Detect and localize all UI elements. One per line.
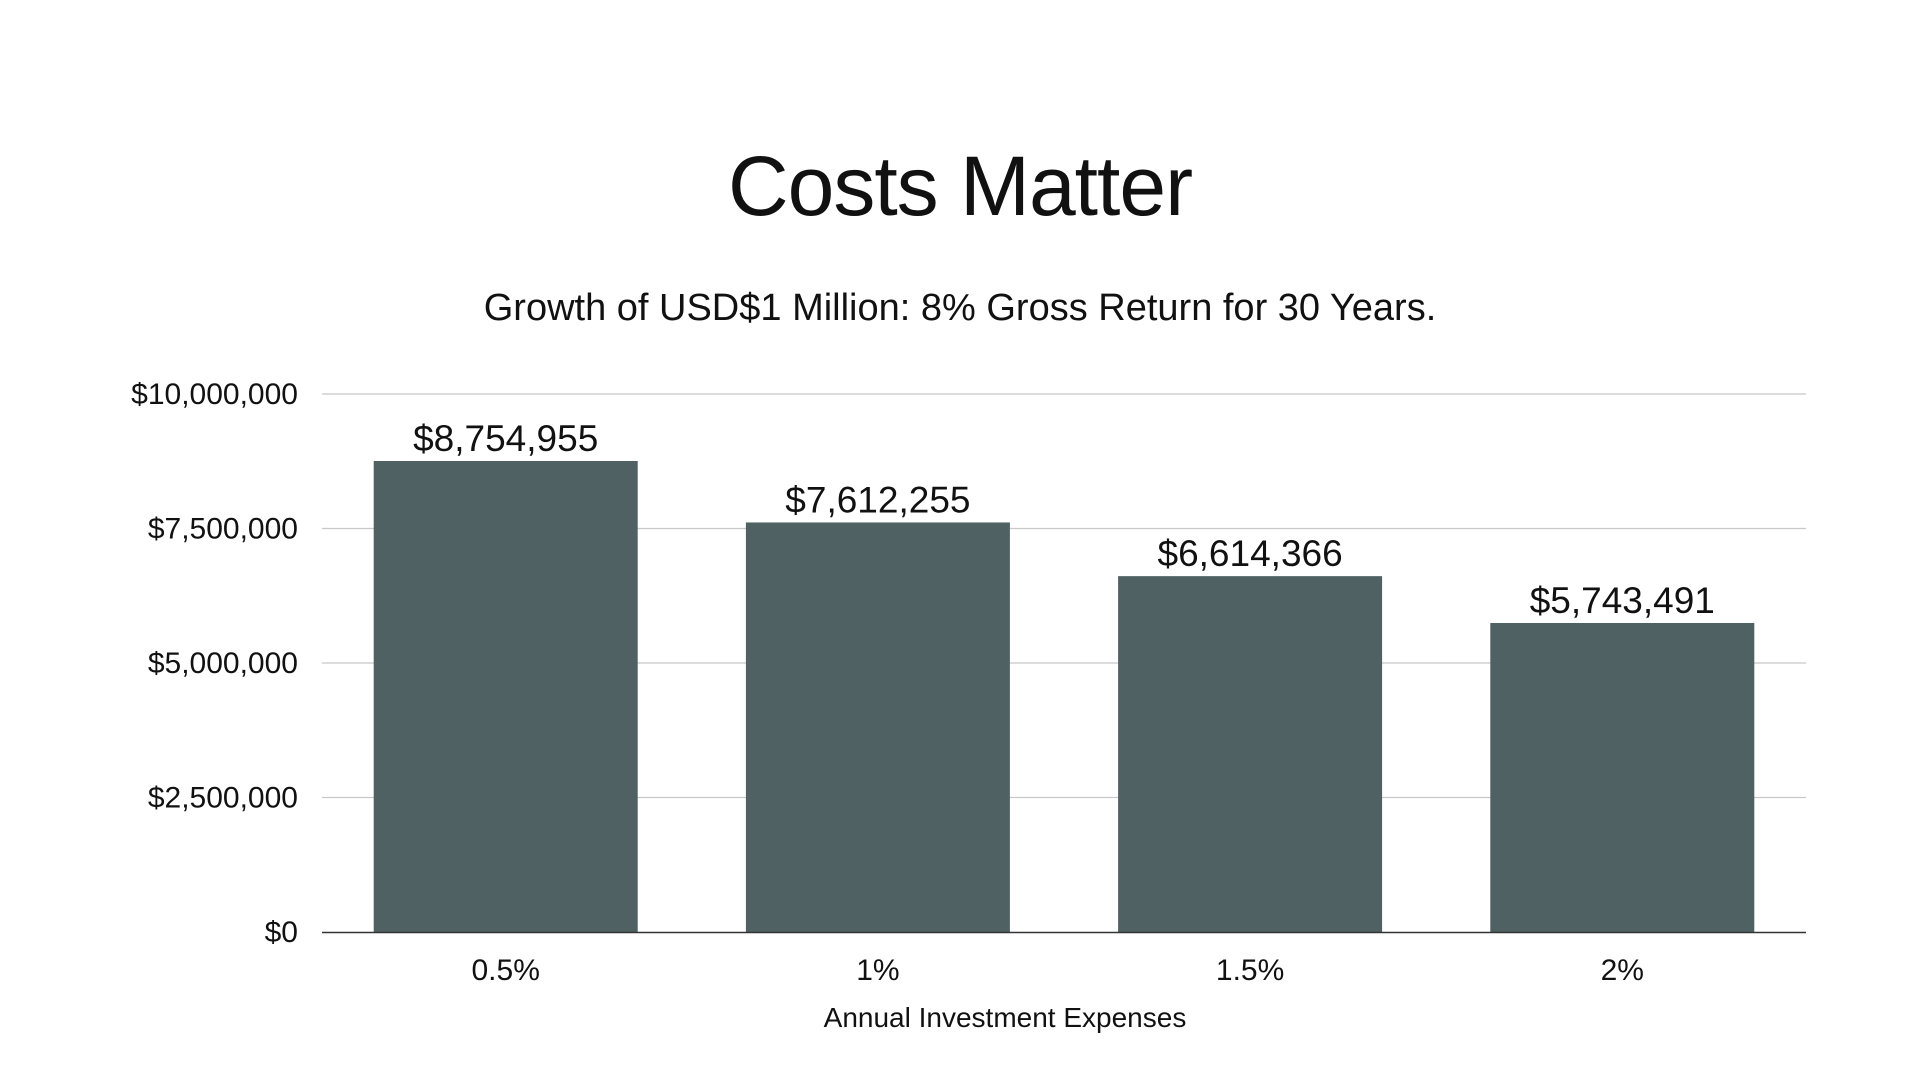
y-tick-label: $2,500,000 bbox=[148, 782, 298, 815]
bar bbox=[745, 522, 1010, 932]
y-tick-label: $10,000,000 bbox=[131, 378, 298, 411]
x-tick-label: 1% bbox=[856, 954, 899, 987]
bar bbox=[1118, 576, 1383, 932]
x-axis-label: Annual Investment Expenses bbox=[824, 1002, 1187, 1033]
bar bbox=[1490, 623, 1755, 932]
x-tick-label: 0.5% bbox=[472, 954, 540, 987]
y-axis-ticks: $0 $2,500,000 $5,000,000 $7,500,000 $10,000,… bbox=[131, 378, 298, 949]
x-tick-label: 2% bbox=[1601, 954, 1644, 987]
data-label: $6,614,366 bbox=[1158, 533, 1343, 574]
y-tick-label: $7,500,000 bbox=[148, 513, 298, 546]
x-axis-ticks: 0.5% 1% 1.5% 2% bbox=[472, 954, 1644, 987]
x-tick-label: 1.5% bbox=[1216, 954, 1284, 987]
chart-subtitle: Growth of USD$1 Million: 8% Gross Return… bbox=[484, 287, 1437, 329]
y-tick-label: $5,000,000 bbox=[148, 647, 298, 680]
y-tick-label: $0 bbox=[265, 916, 298, 949]
bars bbox=[373, 460, 1755, 932]
data-label: $7,612,255 bbox=[785, 479, 970, 520]
data-labels: $8,754,955 $7,612,255 $6,614,366 $5,743,491 bbox=[413, 418, 1715, 621]
data-label: $5,743,491 bbox=[1530, 580, 1715, 621]
bar bbox=[373, 460, 638, 932]
slide-title: Costs Matter bbox=[727, 139, 1193, 233]
data-label: $8,754,955 bbox=[413, 418, 598, 459]
